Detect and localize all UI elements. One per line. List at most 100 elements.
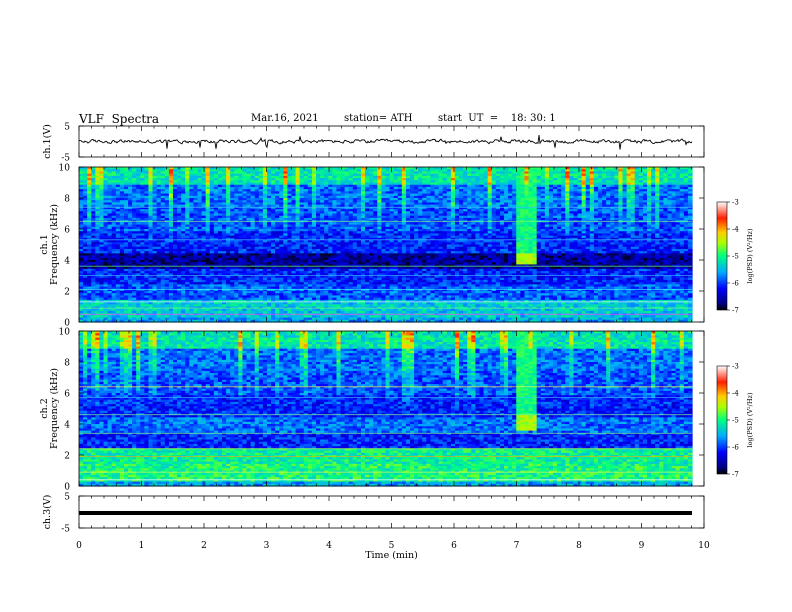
spectrogram-cell xyxy=(140,204,145,208)
spectrogram-cell xyxy=(222,310,227,314)
spectrogram-cell xyxy=(99,175,105,179)
spectrogram-cell xyxy=(95,268,101,272)
spectrogram-cell xyxy=(115,273,121,277)
spectrogram-cell xyxy=(217,271,223,274)
spectrogram-cell xyxy=(172,191,178,195)
spectrogram-cell xyxy=(95,315,101,319)
spectrogram-cell xyxy=(148,260,154,263)
spectrogram-cell xyxy=(140,224,145,228)
spectrogram-cell xyxy=(148,217,154,221)
spectrogram-cell xyxy=(123,180,129,184)
spectrogram-cell xyxy=(111,268,117,272)
spectrogram-cell xyxy=(119,198,125,201)
spectrogram-cell xyxy=(136,246,141,250)
spectrogram-cell xyxy=(205,302,211,305)
spectrogram-cell xyxy=(185,317,190,321)
spectrogram-cell xyxy=(172,284,178,288)
spectrogram-cell xyxy=(226,284,231,288)
spectrogram-cell xyxy=(168,286,174,290)
spectrogram-cell xyxy=(119,317,125,321)
spectrogram-cell xyxy=(136,189,141,192)
spectrogram-cell xyxy=(103,184,109,188)
spectrogram-cell xyxy=(213,198,219,201)
spectrogram-cell xyxy=(181,193,186,197)
spectrogram-cell xyxy=(189,204,195,208)
spectrogram-cell xyxy=(217,308,223,312)
spectrogram-cell xyxy=(193,178,199,181)
spectrogram-cell xyxy=(201,268,207,272)
spectrogram-cell xyxy=(132,182,137,186)
spectrogram-cell xyxy=(164,193,170,197)
spectrogram-cell xyxy=(181,233,186,237)
spectrogram-cell xyxy=(136,215,141,219)
spectrogram-cell xyxy=(144,231,150,235)
spectrogram-cell xyxy=(83,204,88,208)
spectrogram-cell xyxy=(177,195,182,199)
spectrogram-cell xyxy=(123,213,129,217)
spectrogram-cell xyxy=(197,315,203,319)
spectrogram-cell xyxy=(103,209,109,212)
spectrogram-cell xyxy=(193,251,199,254)
spectrogram-cell xyxy=(136,257,141,261)
spectrogram-cell xyxy=(152,180,158,184)
spectrogram-cell xyxy=(79,319,84,323)
spectrogram-cell xyxy=(189,171,195,175)
spectrogram-cell xyxy=(128,279,133,283)
spectrogram-cell xyxy=(226,211,231,215)
spectrogram-cell xyxy=(201,211,207,215)
spectrogram-cell xyxy=(189,262,195,266)
spectrogram-cell xyxy=(168,279,174,283)
spectrogram-cell xyxy=(99,317,105,321)
spectrogram-cell xyxy=(226,308,231,312)
spectrogram-cell xyxy=(115,209,121,212)
spectrogram-cell xyxy=(197,224,203,228)
spectrogram-cell xyxy=(107,213,113,217)
spectrogram-cell xyxy=(140,235,145,239)
spectrogram-cell xyxy=(148,233,154,237)
spectrogram-cell xyxy=(107,215,113,219)
spectrogram-cell xyxy=(152,286,158,290)
spectrogram-cell xyxy=(144,184,150,188)
spectrogram-cell xyxy=(123,184,129,188)
spectrogram-cell xyxy=(213,240,219,243)
spectrogram-cell xyxy=(205,178,211,181)
spectrogram-cell xyxy=(148,257,154,261)
spectrogram-cell xyxy=(107,317,113,321)
spectrogram-cell xyxy=(177,246,182,250)
spectrogram-cell xyxy=(193,295,199,299)
spectrogram-cell xyxy=(222,202,227,206)
spectrogram-cell xyxy=(128,293,133,297)
spectrogram-cell xyxy=(111,189,117,192)
spectrogram-cell xyxy=(164,284,170,288)
spectrogram-cell xyxy=(230,262,235,266)
spectrogram-cell xyxy=(132,288,137,292)
spectrogram-cell xyxy=(160,266,166,270)
spectrogram-cell xyxy=(177,242,182,246)
spectrogram-cell xyxy=(197,167,203,170)
spectrogram-cell xyxy=(79,198,84,201)
spectrogram-cell xyxy=(140,295,145,299)
spectrogram-cell xyxy=(132,215,137,219)
spectrogram-cell xyxy=(148,273,154,277)
spectrogram-cell xyxy=(152,178,158,181)
spectrogram-cell xyxy=(164,260,170,263)
spectrogram-cell xyxy=(213,222,219,226)
spectrogram-cell xyxy=(144,284,150,288)
spectrogram-cell xyxy=(152,206,158,210)
spectrogram-cell xyxy=(128,217,133,221)
spectrogram-cell xyxy=(119,257,125,261)
spectrogram-cell xyxy=(201,173,207,177)
spectrogram-cell xyxy=(181,231,186,235)
spectrogram-cell xyxy=(152,279,158,283)
spectrogram-cell xyxy=(148,295,154,299)
spectrogram-cell xyxy=(164,206,170,210)
spectrogram-cell xyxy=(152,193,158,197)
spectrogram-cell xyxy=(128,231,133,235)
spectrogram-cell xyxy=(213,182,219,186)
spectrogram-cell xyxy=(91,255,96,259)
spectrogram-cell xyxy=(222,222,227,226)
spectrogram-cell xyxy=(115,246,121,250)
spectrogram-cell xyxy=(123,198,129,201)
spectrogram-cell xyxy=(136,175,141,179)
spectrogram-cell xyxy=(91,291,96,294)
